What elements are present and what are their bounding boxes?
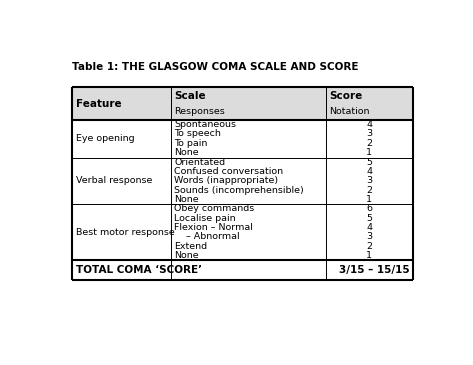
Text: Words (inappropriate): Words (inappropriate) — [175, 176, 279, 185]
Text: Extend: Extend — [175, 242, 208, 251]
Bar — [72, 87, 413, 120]
Text: Scale: Scale — [175, 91, 206, 101]
Text: 6: 6 — [367, 204, 372, 213]
Text: None: None — [175, 251, 199, 260]
Text: 5: 5 — [367, 158, 372, 167]
Text: 2: 2 — [367, 139, 372, 148]
Text: 2: 2 — [367, 242, 372, 251]
Text: 4: 4 — [367, 120, 372, 129]
Text: TOTAL COMA ‘SCORE’: TOTAL COMA ‘SCORE’ — [76, 265, 201, 275]
Text: Orientated: Orientated — [175, 158, 226, 167]
Text: Flexion – Normal: Flexion – Normal — [175, 223, 254, 232]
Text: 1: 1 — [367, 251, 372, 260]
Text: 1: 1 — [367, 195, 372, 204]
Text: Obey commands: Obey commands — [175, 204, 255, 213]
Text: Best motor response: Best motor response — [76, 228, 175, 237]
Text: Responses: Responses — [175, 107, 225, 116]
Text: Score: Score — [330, 91, 363, 101]
Text: 3: 3 — [367, 232, 372, 241]
Text: Localise pain: Localise pain — [175, 214, 236, 223]
Text: 4: 4 — [367, 223, 372, 232]
Text: – Abnormal: – Abnormal — [175, 232, 240, 241]
Text: Notation: Notation — [330, 107, 370, 116]
Text: To speech: To speech — [175, 130, 221, 138]
Text: Feature: Feature — [76, 99, 121, 108]
Text: 3: 3 — [367, 176, 372, 185]
Text: None: None — [175, 149, 199, 157]
Text: Sounds (incomprehensible): Sounds (incomprehensible) — [175, 185, 304, 195]
Text: 1: 1 — [367, 149, 372, 157]
Text: Verbal response: Verbal response — [76, 176, 152, 185]
Text: 2: 2 — [367, 185, 372, 195]
Text: None: None — [175, 195, 199, 204]
Text: 3: 3 — [367, 130, 372, 138]
Text: Eye opening: Eye opening — [76, 134, 134, 143]
Text: Spontaneous: Spontaneous — [175, 120, 236, 129]
Text: 4: 4 — [367, 167, 372, 176]
Text: To pain: To pain — [175, 139, 208, 148]
Text: 3/15 – 15/15: 3/15 – 15/15 — [339, 265, 409, 275]
Text: Confused conversation: Confused conversation — [175, 167, 284, 176]
Text: 5: 5 — [367, 214, 372, 223]
Text: Table 1: THE GLASGOW COMA SCALE AND SCORE: Table 1: THE GLASGOW COMA SCALE AND SCOR… — [72, 62, 359, 72]
